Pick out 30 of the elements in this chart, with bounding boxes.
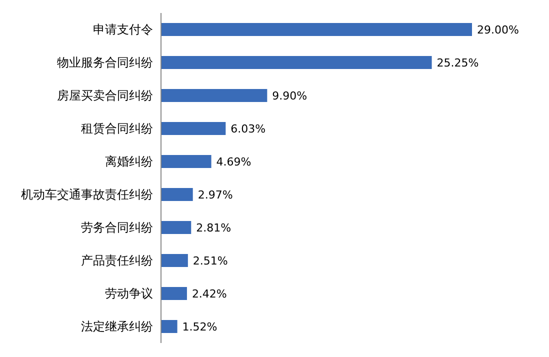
bar bbox=[161, 56, 432, 69]
data-label: 6.03% bbox=[230, 122, 266, 136]
bar bbox=[161, 188, 193, 201]
data-label: 25.25% bbox=[436, 56, 479, 70]
bar bbox=[161, 320, 178, 333]
y-tick-label: 物业服务合同纠纷 bbox=[57, 56, 153, 70]
bar bbox=[161, 254, 188, 267]
bar bbox=[161, 287, 187, 300]
y-tick-label: 离婚纠纷 bbox=[105, 154, 153, 168]
data-label: 2.42% bbox=[192, 288, 227, 300]
bar bbox=[161, 122, 226, 135]
y-tick-label: 法定继承纠纷 bbox=[81, 320, 153, 334]
data-label: 2.51% bbox=[192, 254, 228, 268]
bar bbox=[161, 89, 268, 102]
y-tick-label: 房屋买卖合同纠纷 bbox=[57, 88, 153, 102]
data-label: 1.52% bbox=[182, 320, 218, 334]
y-tick-label: 机动车交通事故责任纠纷 bbox=[21, 188, 153, 202]
y-tick-label: 产品责任纠纷 bbox=[81, 254, 153, 268]
bar bbox=[161, 221, 192, 234]
y-tick-label: 劳动争议 bbox=[105, 286, 153, 300]
y-tick-label: 租赁合同纠纷 bbox=[81, 122, 153, 136]
data-label: 9.90% bbox=[272, 90, 308, 102]
y-tick-label: 申请支付令 bbox=[93, 22, 153, 36]
y-tick-label: 劳务合同纠纷 bbox=[81, 220, 153, 234]
data-label: 2.97% bbox=[198, 188, 233, 202]
data-label: 2.81% bbox=[196, 222, 232, 234]
bar bbox=[161, 23, 472, 36]
bar bbox=[161, 155, 212, 168]
data-label: 29.00% bbox=[477, 24, 519, 36]
data-label: 4.69% bbox=[216, 156, 252, 168]
